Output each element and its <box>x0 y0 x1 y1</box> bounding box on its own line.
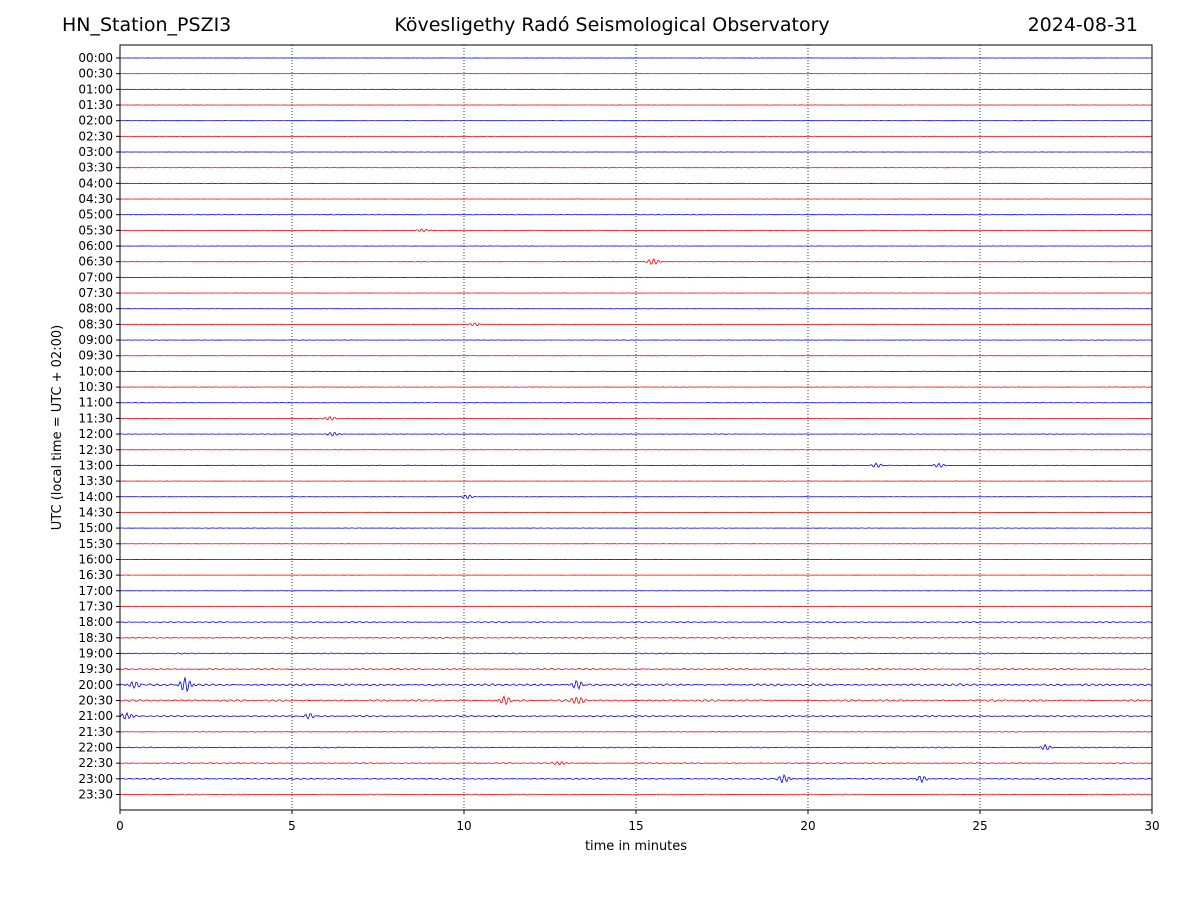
y-tick-label: 09:00 <box>78 333 113 347</box>
y-tick-label: 19:00 <box>78 646 113 660</box>
trace-2100 <box>119 711 1153 720</box>
y-tick-label: 23:00 <box>78 772 113 786</box>
x-tick-label: 5 <box>288 819 296 833</box>
trace-1200 <box>119 431 1153 437</box>
y-tick-label: 21:30 <box>78 725 113 739</box>
y-tick-label: 07:00 <box>78 270 113 284</box>
y-tick-label: 17:00 <box>78 584 113 598</box>
trace-1830 <box>119 636 1153 639</box>
trace-layer <box>119 57 1153 796</box>
y-tick-label: 23:30 <box>78 787 113 801</box>
y-tick-label: 06:00 <box>78 239 113 253</box>
trace-2200 <box>119 743 1153 751</box>
y-tick-label: 03:00 <box>78 145 113 159</box>
trace-0630 <box>119 258 1153 265</box>
x-tick-label: 15 <box>628 819 643 833</box>
y-tick-label: 07:30 <box>78 286 113 300</box>
trace-1900 <box>119 652 1153 655</box>
y-tick-label: 08:00 <box>78 302 113 316</box>
x-tick-label: 10 <box>456 819 471 833</box>
y-tick-label: 18:00 <box>78 615 113 629</box>
y-tick-label: 14:30 <box>78 505 113 519</box>
y-tick-label: 15:00 <box>78 521 113 535</box>
y-tick-label: 19:30 <box>78 662 113 676</box>
y-tick-label: 00:30 <box>78 67 113 81</box>
trace-2030 <box>119 695 1153 706</box>
y-tick-label: 13:30 <box>78 474 113 488</box>
x-axis-ticks: 0 5 10 15 20 25 30 <box>116 810 1160 833</box>
trace-1300 <box>119 462 1153 468</box>
y-tick-label: 06:30 <box>78 255 113 269</box>
y-tick-label: 01:30 <box>78 98 113 112</box>
y-tick-label: 17:30 <box>78 599 113 613</box>
y-tick-label: 20:30 <box>78 693 113 707</box>
y-tick-label: 05:00 <box>78 208 113 222</box>
y-tick-label: 15:30 <box>78 537 113 551</box>
x-tick-label: 20 <box>800 819 815 833</box>
y-tick-label: 13:00 <box>78 458 113 472</box>
x-tick-label: 30 <box>1144 819 1159 833</box>
y-tick-label: 10:30 <box>78 380 113 394</box>
y-tick-label: 12:30 <box>78 443 113 457</box>
observatory-title: Kövesligethy Radó Seismological Observat… <box>394 14 830 36</box>
x-tick-label: 0 <box>116 819 124 833</box>
station-title: HN_Station_PSZI3 <box>62 14 232 36</box>
trace-2330 <box>119 793 1153 796</box>
y-tick-label: 00:00 <box>78 51 113 65</box>
y-tick-label: 18:30 <box>78 631 113 645</box>
y-tick-label: 04:00 <box>78 176 113 190</box>
y-tick-label: 12:00 <box>78 427 113 441</box>
y-tick-label: 20:00 <box>78 678 113 692</box>
y-tick-label: 14:00 <box>78 490 113 504</box>
trace-0530 <box>119 228 1153 233</box>
date-title: 2024-08-31 <box>1027 14 1138 36</box>
y-tick-label: 03:30 <box>78 161 113 175</box>
x-tick-label: 25 <box>972 819 987 833</box>
trace-2000 <box>119 677 1153 693</box>
trace-0830 <box>119 322 1153 327</box>
trace-2230 <box>119 761 1153 766</box>
y-tick-label: 02:30 <box>78 129 113 143</box>
y-tick-label: 10:00 <box>78 364 113 378</box>
y-tick-label: 16:30 <box>78 568 113 582</box>
y-tick-label: 08:30 <box>78 317 113 331</box>
y-tick-label: 22:00 <box>78 740 113 754</box>
y-tick-label: 05:30 <box>78 223 113 237</box>
y-tick-label: 01:00 <box>78 82 113 96</box>
trace-1930 <box>119 667 1153 671</box>
y-tick-label: 22:30 <box>78 756 113 770</box>
trace-2130 <box>119 731 1153 733</box>
vertical-grid <box>291 45 981 810</box>
y-tick-label: 21:00 <box>78 709 113 723</box>
y-tick-label: 11:30 <box>78 411 113 425</box>
y-axis-label: UTC (local time = UTC + 02:00) <box>50 325 65 530</box>
trace-2300 <box>119 774 1153 784</box>
x-axis-label: time in minutes <box>585 839 687 854</box>
trace-1130 <box>119 415 1153 421</box>
trace-1400 <box>119 494 1153 500</box>
y-tick-label: 11:00 <box>78 396 113 410</box>
y-tick-label: 09:30 <box>78 349 113 363</box>
y-tick-label: 04:30 <box>78 192 113 206</box>
plot-frame <box>119 44 1153 811</box>
y-tick-label: 16:00 <box>78 552 113 566</box>
trace-1800 <box>119 621 1153 624</box>
y-tick-label: 02:00 <box>78 114 113 128</box>
